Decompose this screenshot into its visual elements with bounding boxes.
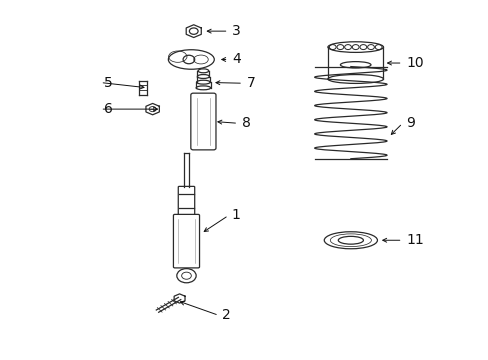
Text: 5: 5 [103, 76, 112, 90]
Text: 3: 3 [231, 24, 240, 38]
Text: 8: 8 [241, 116, 250, 130]
Text: 9: 9 [405, 116, 414, 130]
Text: 6: 6 [103, 102, 112, 116]
Text: 10: 10 [405, 56, 423, 70]
Text: 2: 2 [222, 309, 230, 323]
Text: 1: 1 [231, 208, 240, 222]
Text: 7: 7 [246, 76, 255, 90]
Text: 11: 11 [405, 233, 423, 247]
FancyBboxPatch shape [178, 186, 194, 216]
Text: 4: 4 [231, 53, 240, 67]
Circle shape [177, 269, 196, 283]
FancyBboxPatch shape [173, 215, 199, 268]
FancyBboxPatch shape [190, 93, 216, 150]
